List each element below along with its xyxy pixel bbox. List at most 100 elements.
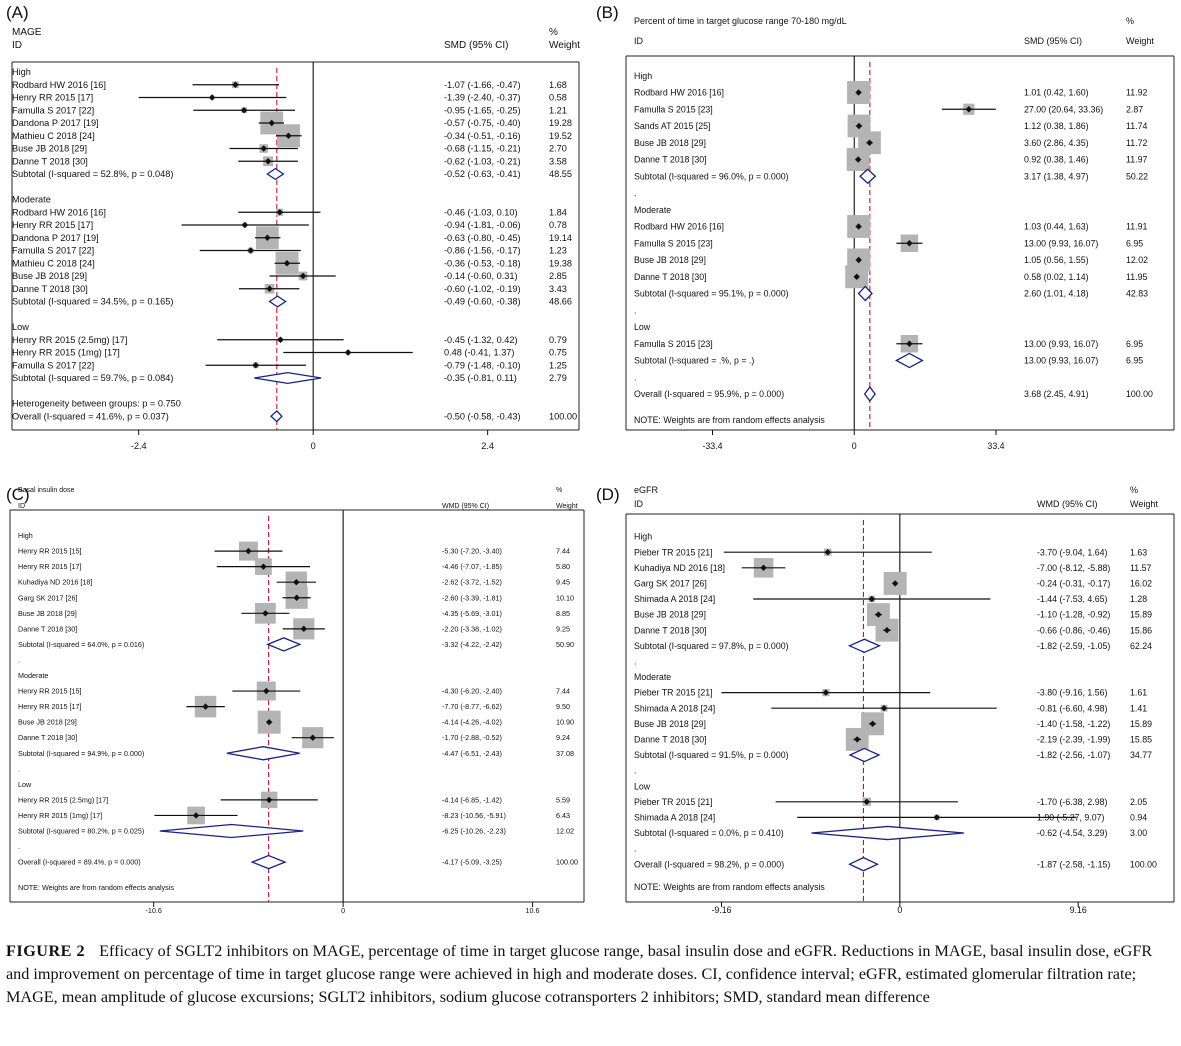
weight-percent-header: %	[1130, 485, 1138, 495]
overall-label: Overall (I-squared = 41.6%, p = 0.037)	[12, 411, 169, 421]
subtotal-label: Subtotal (I-squared = 59.7%, p = 0.084)	[12, 373, 173, 383]
effect-ci-value: 1.01 (0.42, 1.60)	[1024, 88, 1089, 98]
study-point-estimate	[264, 234, 271, 241]
overall-diamond	[848, 856, 879, 872]
effect-ci-value: 1.12 (0.38, 1.86)	[1024, 121, 1089, 131]
effect-ci-value: -2.62 (-3.72, -1.52)	[442, 578, 502, 587]
study-label: Rodbard HW 2016 [16]	[12, 80, 106, 90]
study-point-estimate	[265, 796, 273, 804]
x-tick-label: 33.4	[987, 441, 1004, 451]
weight-percent-header: %	[556, 487, 562, 494]
study-label: Danne T 2018 [30]	[634, 155, 707, 165]
subtotal-diamond	[265, 637, 302, 652]
weight-value: 6.95	[1126, 339, 1143, 349]
row-note: .	[634, 372, 636, 382]
study-label: Rodbard HW 2016 [16]	[12, 207, 106, 217]
study-point-estimate	[240, 107, 248, 114]
panel-label: (B)	[596, 3, 619, 22]
weight-value: 62.24	[1130, 641, 1152, 651]
effect-ci-value: -0.24 (-0.31, -0.17)	[1037, 578, 1110, 588]
effect-ci-value: -7.00 (-8.12, -5.88)	[1037, 563, 1110, 573]
chart-title: MAGE	[12, 27, 42, 38]
id-column-header: ID	[12, 40, 22, 51]
subtotal-label: Subtotal (I-squared = 95.1%, p = 0.000)	[634, 289, 789, 299]
study-label: Henry RR 2015 [15]	[18, 547, 82, 556]
effect-ci-value: -0.81 (-6.60, 4.98)	[1037, 703, 1107, 713]
subtotal-label: Subtotal (I-squared = 80.2%, p = 0.025)	[18, 827, 144, 836]
weight-value: 1.41	[1130, 703, 1147, 713]
weight-value: 8.85	[556, 609, 570, 618]
effect-ci-value: -4.30 (-6.20, -2.40)	[442, 687, 502, 696]
chart-title: Basal insulin dose	[18, 487, 75, 494]
x-tick-label: 9.16	[1070, 905, 1087, 915]
weight-value: 12.02	[556, 827, 574, 836]
forest-plot-panel-3: (C)Basal insulin dose ID WMD (95% CI)% Weig…	[6, 485, 585, 915]
weight-value: 100.00	[1130, 859, 1157, 869]
weight-value: 3.43	[549, 284, 567, 294]
chart-title: Percent of time in target glucose range …	[634, 16, 847, 26]
row-note: .	[634, 305, 636, 315]
weight-value: 0.79	[549, 335, 567, 345]
weight-value: 1.21	[549, 105, 567, 115]
effect-ci-value: -0.62 (-1.03, -0.21)	[444, 156, 521, 166]
chart-title: eGFR	[634, 485, 659, 495]
weight-value: 12.02	[1126, 255, 1148, 265]
effect-ci-value: -0.45 (-1.32, 0.42)	[444, 335, 518, 345]
study-label: Kuhadiya ND 2016 [18]	[18, 578, 92, 587]
weight-column-header: Weight	[1130, 499, 1158, 509]
subtotal-diamond	[895, 352, 924, 369]
study-label: Henry RR 2015 [17]	[12, 93, 93, 103]
weight-value: 11.95	[1126, 272, 1147, 282]
weight-value: 9.45	[556, 578, 570, 587]
weight-value: 7.44	[556, 687, 570, 696]
effect-ci-value: -0.60 (-1.02, -0.19)	[444, 284, 521, 294]
weight-value: 11.91	[1126, 222, 1147, 232]
subtotal-diamond	[159, 823, 304, 839]
panel-label: (D)	[596, 485, 620, 504]
effect-ci-value: -0.79 (-1.48, -0.10)	[444, 360, 521, 370]
overall-diamond	[270, 409, 283, 423]
weight-value: 6.95	[1126, 238, 1143, 248]
subtotal-diamond	[226, 746, 300, 761]
effect-ci-value: -1.44 (-7.53, 4.65)	[1037, 594, 1107, 604]
weight-column-header: Weight	[549, 40, 580, 51]
weight-value: 2.85	[549, 271, 567, 281]
effect-ci-value: -0.50 (-0.58, -0.43)	[444, 411, 521, 421]
weight-value: 2.87	[1126, 104, 1143, 114]
subgroup-heading: High	[18, 531, 33, 540]
study-label: Henry RR 2015 (2.5mg) [17]	[18, 795, 108, 804]
effect-ci-value: -2.60 (-3.39, -1.81)	[442, 593, 502, 602]
effect-ci-value: -4.17 (-5.09, -3.25)	[442, 858, 502, 867]
study-label: Famulla S 2017 [22]	[12, 246, 94, 256]
weight-value: 6.95	[1126, 356, 1143, 366]
subtotal-diamond	[857, 285, 873, 302]
effect-ci-value: -0.68 (-1.15, -0.21)	[444, 144, 521, 154]
forest-plot-panel-2: (B) Percent of time in target glucose ran…	[596, 3, 1175, 451]
study-label: Danne T 2018 [30]	[634, 625, 707, 635]
effect-ci-value: -0.35 (-0.81, 0.11)	[444, 373, 517, 383]
effect-ci-value: 0.92 (0.38, 1.46)	[1024, 155, 1089, 165]
weight-value: 11.57	[1130, 563, 1151, 573]
subtotal-label: Subtotal (I-squared = 97.8%, p = 0.000)	[634, 641, 789, 651]
effect-ci-value: -6.25 (-10.26, -2.23)	[442, 827, 506, 836]
subgroup-heading: Moderate	[18, 671, 48, 680]
study-point-estimate	[264, 158, 272, 165]
study-label: Henry RR 2015 (1mg) [17]	[12, 348, 120, 358]
weight-value: 1.68	[549, 80, 567, 90]
study-label: Henry RR 2015 (2.5mg) [17]	[12, 335, 127, 345]
row-note: Heterogeneity between groups: p = 0.750	[12, 399, 181, 409]
effect-ci-value: -1.40 (-1.58, -1.22)	[1037, 719, 1110, 729]
weight-value: 11.72	[1126, 138, 1147, 148]
subtotal-label: Subtotal (I-squared = 94.9%, p = 0.000)	[18, 749, 144, 758]
effect-ci-value: -2.19 (-2.39, -1.99)	[1037, 734, 1110, 744]
weight-percent-header: %	[1126, 16, 1134, 26]
id-column-header: ID	[634, 499, 644, 509]
weight-value: 100.00	[1126, 389, 1153, 399]
effect-ci-value: 3.60 (2.86, 4.35)	[1024, 138, 1089, 148]
effect-ci-value: -0.57 (-0.75, -0.40)	[444, 118, 521, 128]
study-label: Sands AT 2015 [25]	[634, 121, 710, 131]
weight-value: 19.38	[549, 258, 572, 268]
study-point-estimate	[822, 689, 830, 696]
effect-ci-value: 1.05 (0.56, 1.55)	[1024, 255, 1089, 265]
effect-ci-value: -1.07 (-1.66, -0.47)	[444, 80, 521, 90]
